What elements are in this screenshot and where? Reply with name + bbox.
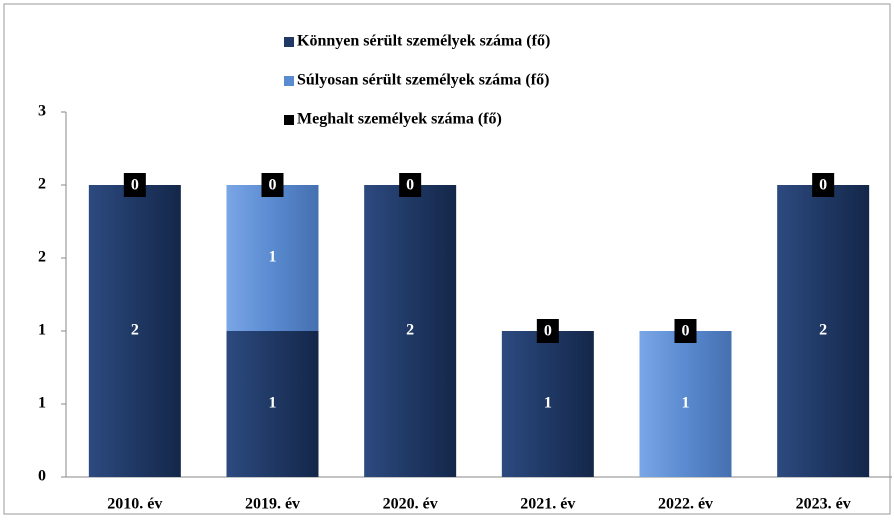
y-tick-label: 0	[38, 468, 46, 485]
legend-swatch	[284, 76, 294, 86]
data-label: 0	[682, 323, 690, 340]
legend-label: Könnyen sérült személyek száma (fő)	[297, 33, 550, 50]
bar-segment	[639, 331, 732, 477]
data-label: 0	[544, 323, 552, 340]
data-label: 1	[269, 395, 277, 412]
data-label: 0	[131, 177, 139, 194]
legend-swatch	[284, 37, 294, 47]
y-tick-label: 1	[38, 395, 46, 412]
data-label: 2	[406, 322, 414, 339]
data-label-box	[674, 319, 697, 343]
x-tick-label: 2010. év	[107, 496, 162, 513]
x-tick-label: 2020. év	[383, 496, 438, 513]
data-label: 0	[269, 177, 277, 194]
x-tick-label: 2022. év	[658, 496, 713, 513]
x-tick-label: 2021. év	[520, 496, 575, 513]
bar-segment	[777, 185, 870, 477]
data-label: 1	[269, 249, 277, 266]
data-label-box	[123, 173, 146, 197]
data-label-box	[812, 173, 835, 197]
data-label: 1	[544, 395, 552, 412]
data-label: 0	[819, 177, 827, 194]
bar-segment	[364, 185, 457, 477]
data-label-box	[399, 173, 422, 197]
bar-segment	[88, 185, 181, 477]
data-label-box	[261, 173, 284, 197]
data-label: 2	[819, 322, 827, 339]
y-tick-label: 3	[38, 103, 46, 120]
data-label: 2	[131, 322, 139, 339]
data-label-box	[536, 319, 559, 343]
legend-swatch	[284, 115, 294, 125]
bar-segment	[226, 185, 319, 331]
x-tick-label: 2019. év	[245, 496, 300, 513]
chart-frame	[3, 3, 891, 515]
y-tick-label: 2	[38, 249, 46, 266]
legend-label: Súlyosan sérült személyek száma (fő)	[297, 72, 549, 89]
y-tick-label: 2	[38, 176, 46, 193]
data-label: 0	[406, 177, 414, 194]
legend-label: Meghalt személyek száma (fő)	[297, 111, 502, 128]
data-label: 1	[682, 395, 690, 412]
bar-segment	[501, 331, 594, 477]
bar-segment	[226, 331, 319, 477]
x-tick-label: 2023. év	[796, 496, 851, 513]
y-tick-label: 1	[38, 322, 46, 339]
